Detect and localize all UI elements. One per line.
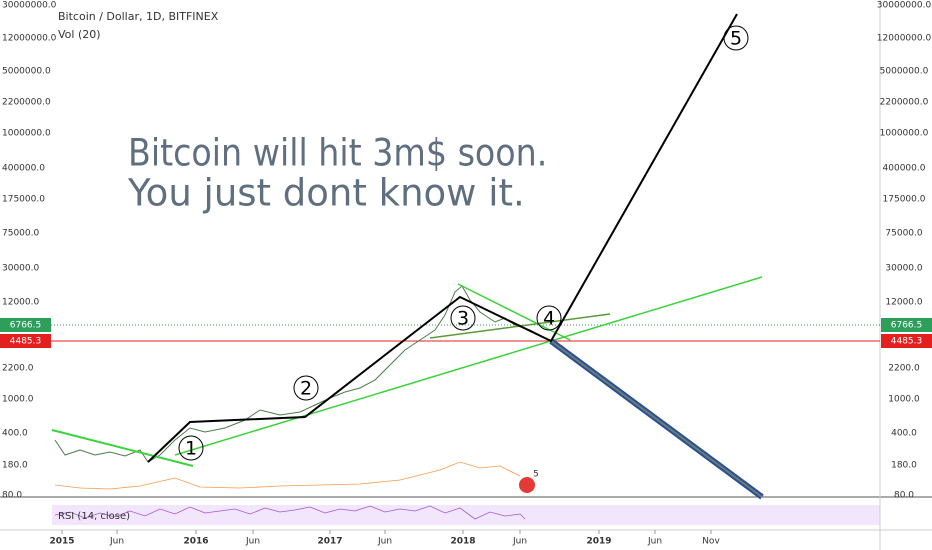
- time-tick-label: 2019: [586, 537, 611, 547]
- price-tick-label: 180.0: [891, 461, 917, 471]
- wave-label: 5: [730, 28, 742, 50]
- price-tick-label: 2200.0: [888, 364, 920, 374]
- wave-circle: [536, 305, 562, 331]
- symbol-title: Bitcoin / Dollar, 1D, BITFINEX: [58, 10, 219, 23]
- price-tick-label: 80.0: [894, 491, 914, 501]
- trend-line: [457, 283, 571, 341]
- price-badge: [881, 318, 932, 332]
- price-badge: [0, 334, 51, 348]
- price-tick-label: 12000.0: [885, 298, 922, 308]
- price-tick-label: 2200.0: [2, 364, 34, 374]
- price-tick-label: 175000.0: [2, 195, 45, 205]
- price-tick-label: 2200000.0: [2, 98, 51, 108]
- price-tick-label: 80.0: [2, 491, 22, 501]
- rsi-line: [54, 505, 526, 520]
- rsi-label: RSI (14, close): [58, 511, 130, 522]
- price-badge-label: 6766.5: [10, 321, 42, 331]
- events-count: 5: [533, 470, 539, 480]
- price-tick-label: 400000.0: [2, 164, 45, 174]
- wave-label: 1: [185, 438, 197, 460]
- price-tick-label: 5000000.0: [880, 67, 929, 77]
- price-tick-label: 1000.0: [2, 395, 34, 405]
- price-badge-label: 6766.5: [891, 321, 923, 331]
- wave-path: [147, 13, 738, 463]
- price-tick-label: 1000000.0: [2, 129, 51, 139]
- annotation-line: Bitcoin will hit 3m$ soon.: [128, 132, 547, 175]
- price-tick-label: 175000.0: [883, 195, 926, 205]
- price-tick-label: 12000000.0: [877, 34, 932, 44]
- wave-circle: [178, 435, 204, 461]
- wave-circle: [723, 25, 749, 51]
- trend-line: [51, 429, 194, 467]
- trend-line: [174, 276, 763, 456]
- price-tick-label: 12000000.0: [2, 34, 57, 44]
- price-tick-label: 1000000.0: [880, 129, 929, 139]
- time-tick-label: 2016: [183, 537, 208, 547]
- wave-label: 4: [543, 308, 555, 330]
- wave-circle: [293, 375, 319, 401]
- time-tick-label: Jun: [377, 537, 392, 547]
- time-tick-label: 2018: [450, 537, 475, 547]
- annotation-line: You just dont know it.: [127, 172, 525, 215]
- time-tick-label: 2015: [49, 537, 74, 547]
- price-badge-label: 4485.3: [891, 337, 923, 347]
- price-tick-label: 30000000.0: [2, 1, 57, 11]
- down-channel-core: [550, 340, 763, 498]
- price-tick-label: 30000.0: [885, 264, 922, 274]
- price-tick-label: 30000.0: [2, 264, 39, 274]
- time-tick-label: Jun: [109, 537, 124, 547]
- price-tick-label: 75000.0: [2, 229, 39, 239]
- price-tick-label: 400.0: [2, 429, 28, 439]
- events-icon[interactable]: [519, 477, 535, 493]
- time-tick-label: 2017: [317, 537, 342, 547]
- time-tick-label: Jun: [512, 537, 527, 547]
- wave-label: 2: [300, 378, 312, 400]
- price-badge-label: 4485.3: [10, 337, 42, 347]
- price-tick-label: 180.0: [2, 461, 28, 471]
- indicator-label: Vol (20): [58, 28, 101, 41]
- price-tick-label: 12000.0: [2, 298, 39, 308]
- time-tick-label: Jun: [647, 537, 662, 547]
- price-badge: [0, 318, 51, 332]
- price-tick-label: 75000.0: [885, 229, 922, 239]
- volume-average: [54, 461, 521, 490]
- rsi-band: [52, 505, 880, 525]
- price-tick-label: 30000000.0: [877, 1, 932, 11]
- price-tick-label: 400.0: [891, 429, 917, 439]
- price-badge: [881, 334, 932, 348]
- wave-circle: [450, 305, 476, 331]
- price-tick-label: 5000000.0: [2, 67, 51, 77]
- price-tick-label: 2200000.0: [880, 98, 929, 108]
- time-tick-label: Nov: [702, 537, 720, 547]
- time-tick-label: Jun: [245, 537, 260, 547]
- wave-label: 3: [457, 308, 469, 330]
- price-tick-label: 1000.0: [888, 395, 920, 405]
- price-tick-label: 400000.0: [883, 164, 926, 174]
